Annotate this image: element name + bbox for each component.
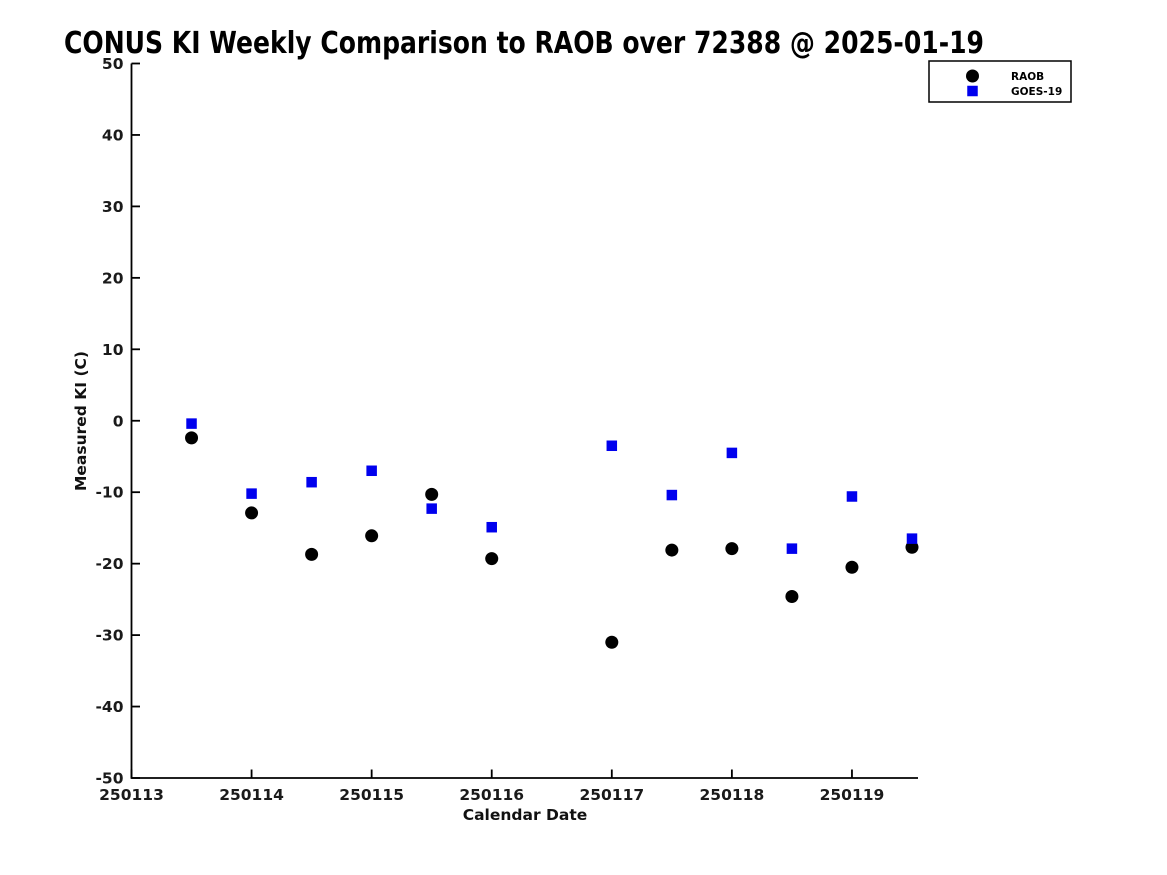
y-tick-label: 40 bbox=[102, 126, 124, 144]
legend-raob-label: RAOB bbox=[1011, 71, 1044, 83]
legend-goes-19-label: GOES-19 bbox=[1011, 86, 1062, 98]
x-tick-label: 250116 bbox=[459, 786, 524, 804]
data-points bbox=[185, 418, 919, 649]
y-axis-label: Measured KI (C) bbox=[72, 351, 90, 491]
raob-marker bbox=[185, 431, 199, 445]
raob-marker bbox=[425, 487, 439, 501]
legend-goes-19-marker bbox=[967, 85, 978, 97]
y-tick-label: -30 bbox=[95, 627, 123, 645]
goes-19-marker bbox=[366, 465, 377, 477]
goes-19-marker bbox=[486, 521, 497, 533]
raob-marker bbox=[785, 590, 799, 604]
y-tick-label: -40 bbox=[95, 698, 123, 716]
goes-19-marker bbox=[846, 491, 858, 502]
y-tick-label: 50 bbox=[102, 55, 124, 73]
x-tick-label: 250113 bbox=[99, 786, 164, 804]
x-tick-label: 250114 bbox=[219, 786, 284, 804]
y-tick-label: 10 bbox=[102, 341, 124, 359]
x-tick-label: 250118 bbox=[700, 786, 765, 804]
legend-box bbox=[928, 60, 1072, 103]
raob-marker bbox=[665, 543, 679, 557]
goes-19-marker bbox=[246, 488, 257, 499]
goes-19-marker bbox=[726, 447, 738, 459]
y-tick-label: -10 bbox=[95, 484, 123, 502]
y-tick-label: -50 bbox=[95, 770, 123, 788]
goes-19-marker bbox=[786, 543, 798, 554]
y-tick-label: 30 bbox=[102, 198, 124, 216]
legend: RAOB GOES-19 bbox=[928, 60, 1072, 103]
raob-marker bbox=[845, 560, 859, 574]
raob-marker bbox=[365, 529, 379, 543]
y-tick-label: -20 bbox=[95, 555, 123, 573]
y-tick-label: 0 bbox=[113, 412, 124, 430]
chart-title: CONUS KI Weekly Comparison to RAOB over … bbox=[64, 26, 984, 61]
goes-19-marker bbox=[666, 489, 678, 501]
raob-marker bbox=[905, 540, 919, 554]
raob-marker bbox=[605, 635, 619, 649]
goes-19-marker bbox=[906, 533, 918, 544]
x-axis-label: Calendar Date bbox=[463, 806, 588, 824]
legend-raob-marker bbox=[966, 69, 979, 83]
axis-spines bbox=[130, 63, 918, 779]
x-tick-label: 250117 bbox=[579, 786, 644, 804]
axes: -50 -40 -30 -20 -10 0 10 20 30 40 50 250113 250114 25… bbox=[95, 55, 918, 804]
x-tick-label: 250119 bbox=[820, 786, 885, 804]
raob-marker bbox=[725, 542, 739, 556]
goes-19-marker bbox=[606, 440, 618, 452]
raob-marker bbox=[305, 547, 319, 561]
raob-marker bbox=[245, 506, 259, 520]
goes-19-marker bbox=[426, 503, 437, 514]
y-tick-label: 20 bbox=[102, 269, 124, 287]
raob-marker bbox=[485, 552, 499, 566]
goes-19-marker bbox=[306, 476, 317, 488]
goes-19-marker bbox=[186, 418, 197, 429]
x-tick-label: 250115 bbox=[339, 786, 404, 804]
